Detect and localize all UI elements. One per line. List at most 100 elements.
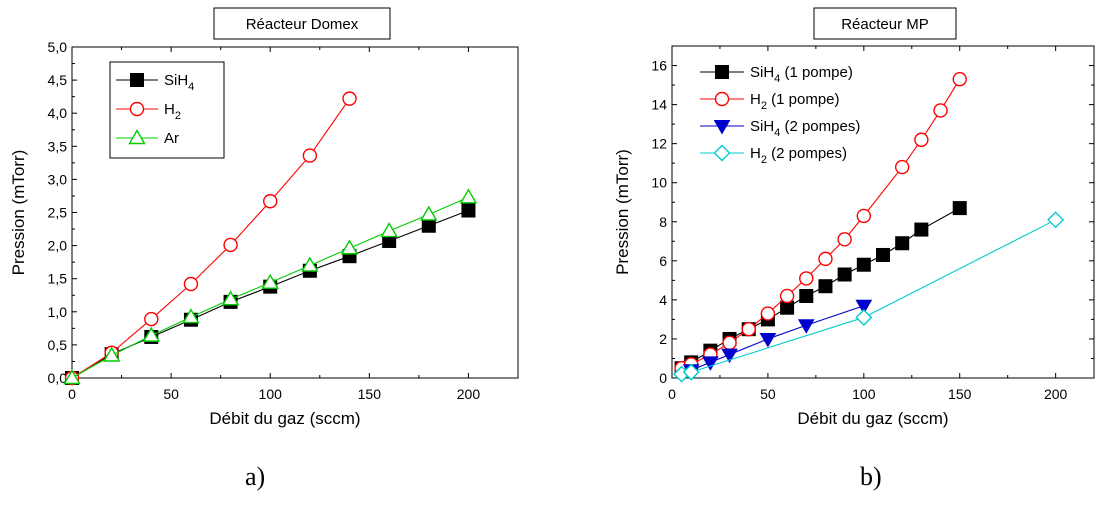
data-point (856, 257, 871, 272)
data-point (461, 203, 476, 218)
y-tick-label: 4 (659, 292, 667, 308)
data-point (63, 369, 81, 385)
legend-marker (714, 91, 730, 107)
data-point (914, 132, 929, 147)
series-1-3 (673, 211, 1065, 383)
data-point (182, 308, 200, 324)
data-point (421, 218, 436, 233)
x-tick-label: 100 (852, 386, 876, 402)
caption-b: b) (860, 462, 882, 491)
y-tick-label: 16 (651, 58, 667, 74)
legend-label: H2 (164, 101, 181, 122)
y-tick-label: 0,5 (48, 337, 68, 353)
y-tick-label: 8 (659, 214, 667, 230)
legend-marker (713, 144, 731, 162)
legend-marker (128, 129, 146, 145)
data-point (952, 201, 967, 216)
data-point (221, 290, 240, 306)
data-point (1047, 211, 1065, 229)
data-point (459, 188, 478, 204)
data-point (876, 247, 890, 262)
y-tick-label: 12 (651, 136, 667, 152)
data-point (301, 256, 319, 272)
y-tick-label: 10 (651, 175, 667, 191)
x-tick-label: 100 (259, 386, 283, 402)
y-tick-label: 0 (659, 370, 667, 386)
chart-panel-0: Réacteur Domex 0,0 0,5 1,0 1,5 2,0 2,5 3,0 3,5 4,… (9, 7, 519, 428)
data-point (837, 232, 852, 247)
data-point (895, 236, 910, 251)
y-tick-label: 2,5 (48, 205, 68, 221)
data-point (342, 91, 357, 106)
x-axis-label: Débit du gaz (sccm) (209, 409, 360, 428)
data-point (799, 288, 814, 303)
chart-title: Réacteur MP (841, 16, 929, 33)
y-tick-label: 4,5 (48, 72, 68, 88)
data-point (682, 363, 700, 381)
data-point (142, 326, 161, 342)
data-point (797, 319, 815, 334)
y-tick-label: 5,0 (48, 39, 68, 55)
y-tick-label: 3,0 (48, 171, 68, 187)
data-point (223, 237, 238, 253)
data-point (722, 335, 737, 351)
x-axis-label: Débit du gaz (sccm) (797, 409, 948, 428)
y-tick-label: 2,0 (48, 238, 68, 254)
legend-label: H2 (1 pompe) (750, 91, 840, 112)
data-point (741, 321, 756, 337)
data-point (779, 288, 795, 304)
legend-label: SiH4 (164, 72, 194, 93)
caption-a: a) (245, 462, 266, 491)
data-point (263, 194, 278, 209)
x-tick-label: 150 (948, 386, 972, 402)
data-point (759, 332, 777, 348)
data-point (701, 356, 719, 371)
y-tick-label: 4,0 (48, 105, 68, 121)
chart-title-box (813, 7, 957, 40)
data-point (914, 222, 929, 237)
data-point (102, 346, 121, 362)
data-point (856, 208, 872, 224)
chart-panel-1: Réacteur MP 0 2 4 6 8 10 12 14 16 0 50 100 150 200 Débi… (613, 7, 1095, 428)
y-tick-label: 14 (651, 97, 667, 113)
x-tick-label: 0 (668, 386, 676, 402)
legend: SiH4 H2 Ar (109, 61, 225, 159)
data-point (799, 271, 814, 286)
x-tick-label: 50 (760, 386, 776, 402)
legend-label: H2 (2 pompes) (750, 145, 847, 166)
data-point (183, 276, 199, 292)
y-tick-label: 6 (659, 253, 667, 269)
data-point (144, 311, 159, 327)
legend-label: SiH4 (2 pompes) (750, 118, 860, 139)
y-tick-label: 1,5 (48, 271, 68, 287)
data-point (818, 251, 833, 267)
y-tick-label: 2 (659, 331, 667, 347)
y-axis-label: Pression (mTorr) (613, 149, 632, 275)
legend-box (109, 61, 225, 159)
x-tick-label: 200 (457, 386, 481, 402)
x-tick-label: 150 (358, 386, 382, 402)
x-tick-label: 200 (1044, 386, 1068, 402)
series-0-0 (65, 203, 476, 385)
data-point (933, 103, 948, 118)
x-tick-label: 50 (163, 386, 179, 402)
data-point (380, 222, 398, 238)
series-1-1 (674, 71, 967, 376)
series-0-2 (63, 188, 478, 385)
data-point (340, 239, 359, 255)
legend: SiH4 (1 pompe) H2 (1 pompe) SiH4 (2 pompes… (700, 64, 860, 166)
series-line (690, 305, 864, 371)
data-point (818, 279, 833, 294)
x-tick-label: 0 (68, 386, 76, 402)
data-point (952, 71, 967, 87)
legend-marker (713, 120, 731, 135)
legend-label: SiH4 (1 pompe) (750, 64, 853, 85)
data-point (837, 267, 852, 282)
series-line (71, 210, 469, 379)
y-tick-label: 3,5 (48, 138, 68, 154)
y-tick-label: 0,0 (48, 370, 68, 386)
data-point (302, 148, 318, 163)
data-point (261, 273, 279, 289)
data-point (894, 159, 910, 175)
